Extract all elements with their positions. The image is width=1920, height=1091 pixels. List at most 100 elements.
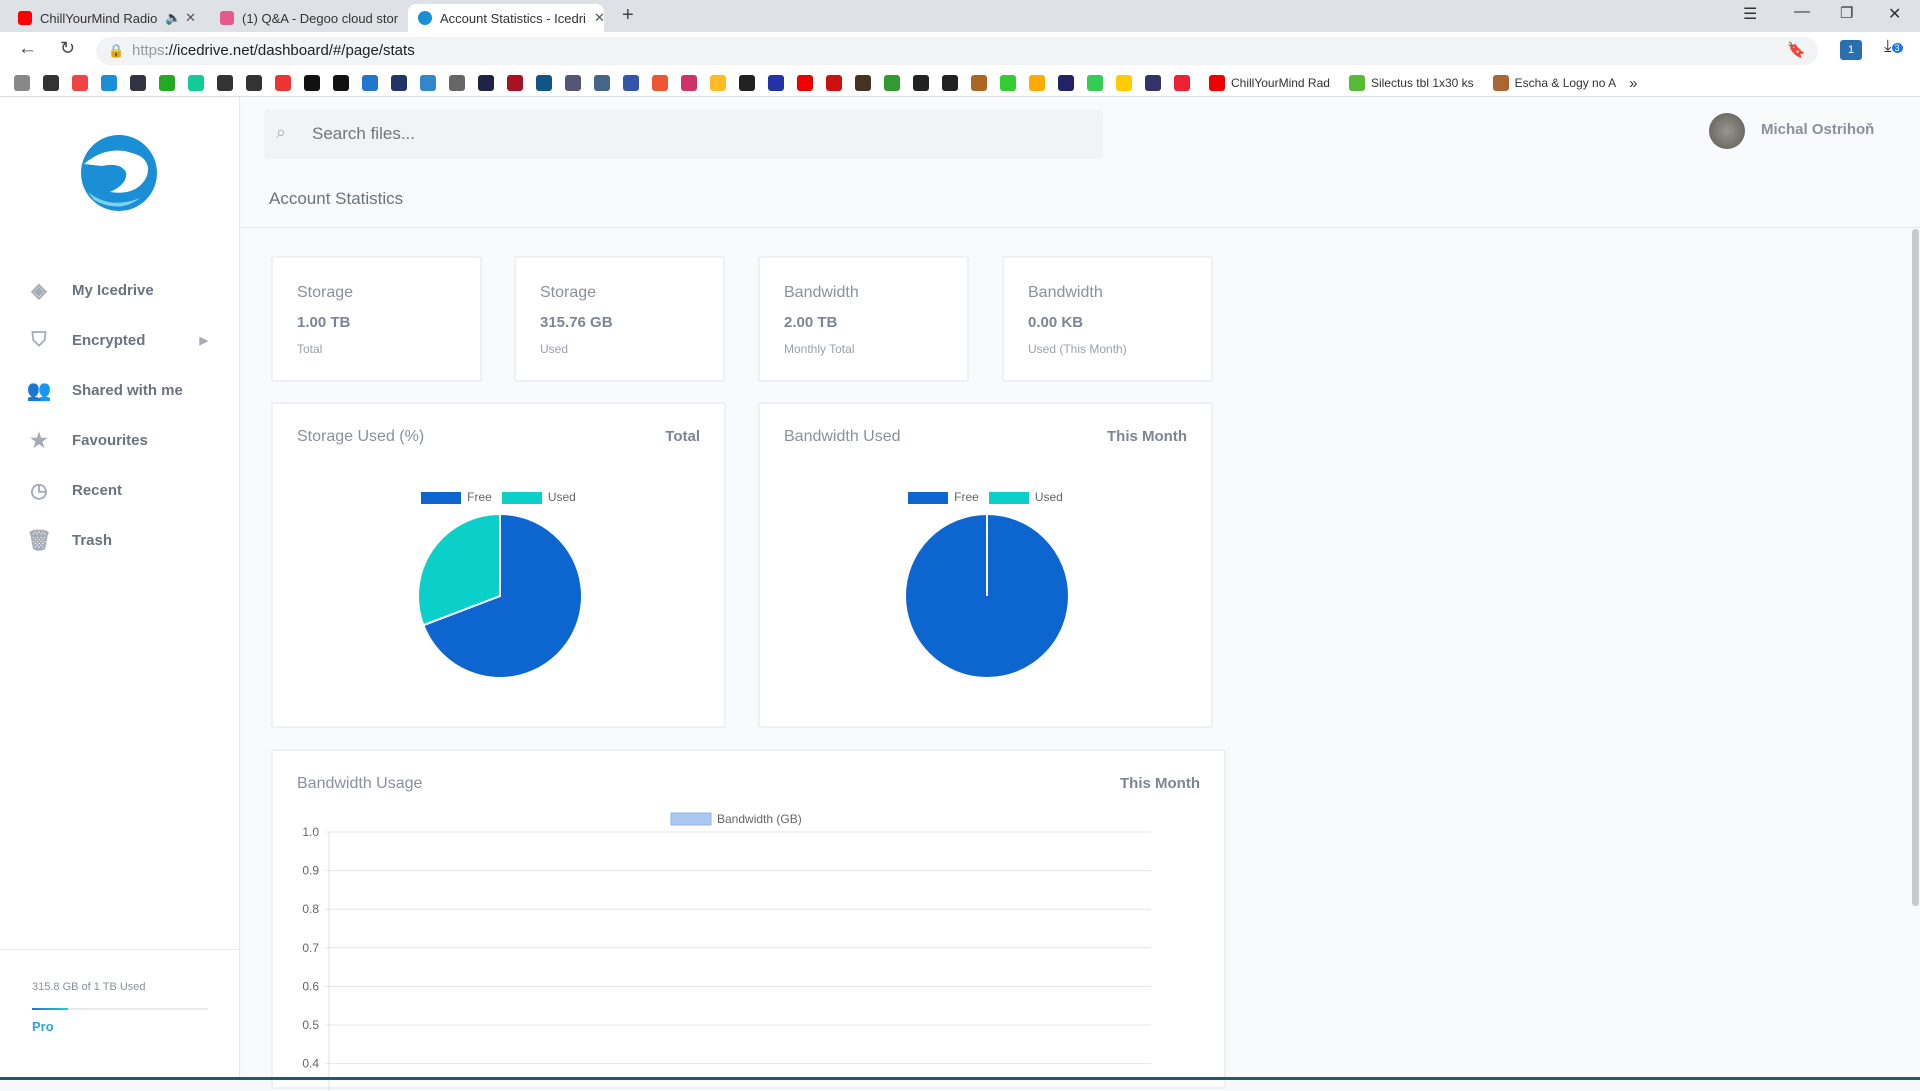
reload-icon[interactable]: ↻ bbox=[60, 38, 76, 58]
scrollbar[interactable] bbox=[1912, 229, 1919, 906]
stat-card: Storage 1.00 TB Total bbox=[271, 256, 482, 382]
avatar[interactable] bbox=[1709, 113, 1745, 149]
stat-title: Bandwidth bbox=[784, 284, 859, 301]
sidebar-item-recent[interactable]: ◷ Recent bbox=[28, 475, 208, 505]
users-icon: 👥 bbox=[26, 379, 52, 402]
bookmark-icon[interactable] bbox=[1029, 75, 1045, 91]
tab-chillyourmind[interactable]: ChillYourMind Radio 🔈 ✕ bbox=[8, 4, 206, 32]
bookmark-icon[interactable] bbox=[1000, 75, 1016, 91]
icedrive-logo[interactable] bbox=[80, 134, 158, 212]
bookmark-icon[interactable] bbox=[739, 75, 755, 91]
bookmark-item[interactable]: Silectus tbl 1x30 ks bbox=[1348, 75, 1474, 91]
sidebar-item-favourites[interactable]: ★ Favourites bbox=[28, 425, 208, 455]
bookmark-icon[interactable] bbox=[507, 75, 523, 91]
extension-icon[interactable]: 1 bbox=[1840, 40, 1862, 60]
close-tab-icon[interactable]: 🔈 ✕ bbox=[165, 10, 197, 25]
bookmark-item[interactable]: Escha & Logy no A bbox=[1492, 75, 1616, 91]
bookmark-icon[interactable] bbox=[565, 75, 581, 91]
bookmark-icon[interactable] bbox=[101, 75, 117, 91]
bookmark-icon[interactable] bbox=[623, 75, 639, 91]
bookmark-icon[interactable] bbox=[1058, 75, 1074, 91]
expand-arrow-icon[interactable]: ▶ bbox=[199, 334, 208, 347]
legend-item[interactable]: Used bbox=[988, 490, 1063, 504]
bookmark-icon[interactable] bbox=[1145, 75, 1161, 91]
bookmark-icon[interactable] bbox=[449, 75, 465, 91]
stat-title: Storage bbox=[540, 284, 597, 301]
sidebar-item-my-icedrive[interactable]: ◈ My Icedrive bbox=[28, 275, 208, 305]
pie-slice-free[interactable] bbox=[422, 512, 583, 679]
bookmark-icon[interactable] bbox=[188, 75, 204, 91]
bookmark-icon[interactable] bbox=[913, 75, 929, 91]
bookmark-icon[interactable] bbox=[246, 75, 262, 91]
menu-icon[interactable]: ☰ bbox=[1743, 6, 1758, 23]
sidebar-item-trash[interactable]: 🗑 Trash bbox=[26, 529, 113, 552]
bookmark-icon[interactable] bbox=[594, 75, 610, 91]
bookmark-icon[interactable] bbox=[536, 75, 552, 91]
bookmark-icon[interactable] bbox=[1174, 75, 1190, 91]
tab-degoo[interactable]: (1) Q&A - Degoo cloud stor bbox=[210, 4, 406, 32]
legend-item[interactable]: Used bbox=[501, 490, 576, 504]
stat-subtitle: Used bbox=[540, 342, 569, 356]
bookmark-icon[interactable] bbox=[14, 75, 30, 91]
new-tab-button[interactable]: + bbox=[622, 4, 634, 26]
bookmark-icon[interactable] bbox=[333, 75, 349, 91]
bookmark-icon[interactable] bbox=[884, 75, 900, 91]
bookmark-icon[interactable] bbox=[420, 75, 436, 91]
stat-card: Storage 315.76 GB Used bbox=[514, 256, 725, 382]
stat-value: 315.76 GB bbox=[540, 314, 613, 331]
bookmark-icon[interactable] bbox=[971, 75, 987, 91]
plan-label[interactable]: Pro bbox=[32, 1019, 54, 1034]
legend-swatch[interactable] bbox=[670, 812, 712, 826]
bookmark-icon[interactable] bbox=[391, 75, 407, 91]
legend-label: Bandwidth (GB) bbox=[717, 812, 802, 826]
bookmark-icon[interactable] bbox=[1087, 75, 1103, 91]
bookmark-icon[interactable] bbox=[362, 75, 378, 91]
minimize-button[interactable]: — bbox=[1794, 3, 1810, 20]
bookmark-icon[interactable] bbox=[1116, 75, 1132, 91]
restore-button[interactable]: ❐ bbox=[1840, 5, 1854, 22]
legend-item[interactable]: Free bbox=[421, 490, 492, 504]
download-icon[interactable]: ⤓ 3 bbox=[1884, 36, 1903, 56]
bookmark-icon[interactable] bbox=[710, 75, 726, 91]
tab-account-statistics[interactable]: Account Statistics - Icedri ✕ bbox=[408, 4, 604, 32]
bookmark-star-icon[interactable]: 🔖 bbox=[1787, 42, 1806, 59]
bookmark-icon[interactable] bbox=[43, 75, 59, 91]
address-bar[interactable]: 🔒 https://icedrive.net/dashboard/#/page/… bbox=[96, 37, 1818, 65]
bookmark-icon[interactable] bbox=[130, 75, 146, 91]
bookmark-icon[interactable] bbox=[159, 75, 175, 91]
close-tab-icon[interactable]: ✕ bbox=[593, 10, 604, 25]
tab-bar: ChillYourMind Radio 🔈 ✕ (1) Q&A - Degoo c… bbox=[0, 0, 1920, 32]
bookmark-icon[interactable] bbox=[652, 75, 668, 91]
pie-slice-used[interactable] bbox=[417, 512, 501, 627]
chart-title: Bandwidth Used bbox=[784, 428, 901, 445]
user-name[interactable]: Michal Ostrihoň bbox=[1761, 121, 1875, 138]
legend-item[interactable]: Free bbox=[908, 490, 979, 504]
search-input[interactable] bbox=[312, 120, 1072, 148]
bookmark-icon[interactable] bbox=[72, 75, 88, 91]
bookmark-icon[interactable] bbox=[304, 75, 320, 91]
bookmark-icon[interactable] bbox=[275, 75, 291, 91]
chart-title: Bandwidth Usage bbox=[297, 775, 423, 792]
bookmark-icon[interactable] bbox=[681, 75, 697, 91]
bandwidth-used-card: Bandwidth Used This Month Free Used bbox=[758, 402, 1213, 728]
search-box[interactable]: ⌕ bbox=[264, 110, 1103, 159]
sidebar-item-shared-with-me[interactable]: 👥 Shared with me bbox=[26, 379, 183, 402]
bookmark-icon[interactable] bbox=[826, 75, 842, 91]
bandwidth-chart: Bandwidth (GB) 1.0 0.9 0.8 0.7 0.6 0.5 0.4 bbox=[302, 812, 1151, 1091]
chart-period: This Month bbox=[1107, 428, 1187, 445]
bookmark-item[interactable]: ChillYourMind Rad bbox=[1209, 75, 1330, 91]
bookmark-icon[interactable] bbox=[217, 75, 233, 91]
stat-card: Bandwidth 0.00 KB Used (This Month) bbox=[1002, 256, 1213, 382]
bookmark-icon[interactable] bbox=[478, 75, 494, 91]
bookmark-icon[interactable] bbox=[768, 75, 784, 91]
y-tick-label: 0.5 bbox=[302, 1018, 319, 1032]
bookmark-icon[interactable] bbox=[855, 75, 871, 91]
star-icon: ★ bbox=[30, 429, 48, 452]
sidebar-item-encrypted[interactable]: ⛉ Encrypted ▶ bbox=[28, 325, 209, 355]
back-icon[interactable]: ← bbox=[18, 38, 37, 59]
more-bookmarks-icon[interactable]: » bbox=[1629, 74, 1638, 92]
chart-legend: Free Used bbox=[273, 490, 724, 504]
close-window-button[interactable]: ✕ bbox=[1888, 6, 1902, 23]
bookmark-icon[interactable] bbox=[797, 75, 813, 91]
bookmark-icon[interactable] bbox=[942, 75, 958, 91]
